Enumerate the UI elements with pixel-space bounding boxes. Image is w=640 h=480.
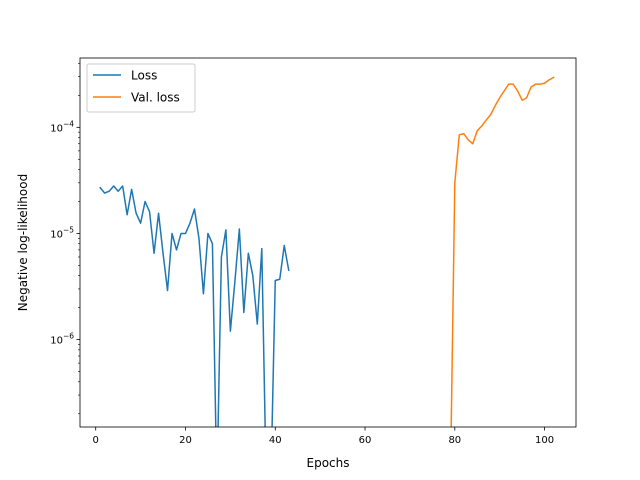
y-tick-exponent: −4 bbox=[63, 119, 74, 128]
x-tick-label: 60 bbox=[359, 435, 372, 446]
series-layer bbox=[99, 76, 555, 427]
y-tick-label: 10−6 bbox=[50, 332, 74, 347]
y-axis-label: Negative log-likelihood bbox=[16, 174, 30, 311]
x-tick-label: 40 bbox=[269, 435, 282, 446]
series-line-loss bbox=[99, 185, 290, 427]
x-tick-label: 0 bbox=[93, 435, 99, 446]
y-tick-base: 10 bbox=[50, 229, 63, 240]
plot-frame bbox=[79, 57, 577, 428]
x-axis-label: Epochs bbox=[307, 456, 350, 470]
y-tick-label: 10−5 bbox=[50, 225, 74, 240]
legend-label-loss: Loss bbox=[131, 69, 157, 83]
x-axis: 0 20 40 60 80 100 bbox=[93, 427, 554, 446]
y-tick-label: 10−4 bbox=[50, 119, 74, 134]
x-tick-label: 80 bbox=[448, 435, 461, 446]
y-axis: 10−610−510−4 bbox=[50, 63, 80, 415]
legend-frame bbox=[86, 63, 196, 113]
x-tick-label: 100 bbox=[535, 435, 554, 446]
y-tick-exponent: −6 bbox=[63, 332, 74, 341]
x-tick-label: 20 bbox=[179, 435, 192, 446]
y-tick-base: 10 bbox=[50, 336, 63, 347]
series-line-val-loss bbox=[450, 76, 555, 427]
legend-label-val-loss: Val. loss bbox=[131, 91, 180, 105]
y-tick-base: 10 bbox=[50, 123, 63, 134]
plot-area bbox=[80, 58, 576, 427]
legend: Loss Val. loss bbox=[86, 63, 196, 113]
y-tick-exponent: −5 bbox=[63, 225, 74, 234]
